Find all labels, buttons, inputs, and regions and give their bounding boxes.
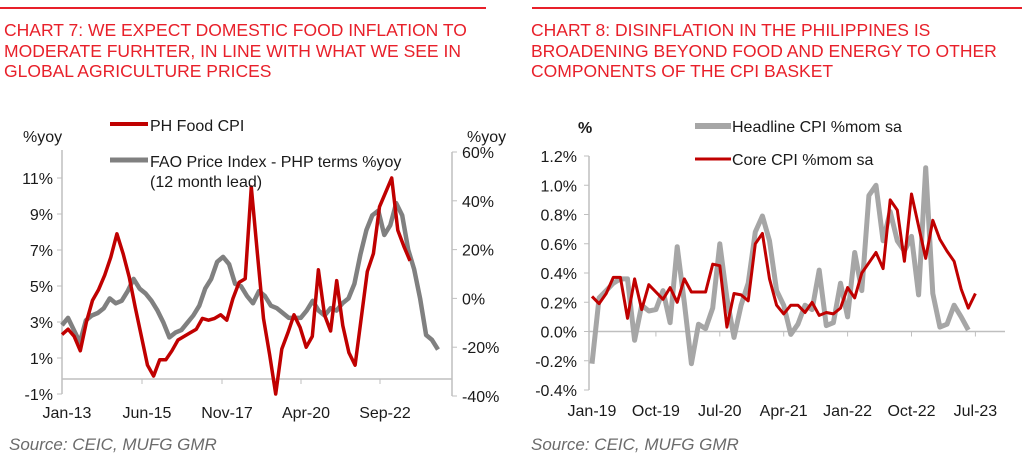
y-left-tick-label: 3% xyxy=(30,315,53,332)
x-tick-label: Apr-20 xyxy=(282,405,330,422)
y-left-tick-label: 11% xyxy=(22,171,53,188)
chart7-title: CHART 7: WE EXPECT DOMESTIC FOOD INFLATI… xyxy=(4,20,467,82)
y-axis-right-label: %yoy xyxy=(467,129,506,146)
chart7-title-line: MODERATE FURHTER, IN LINE WITH WHAT WE S… xyxy=(4,40,461,61)
legend-label-ph-food-cpi: PH Food CPI xyxy=(150,118,244,135)
x-tick-label: Nov-17 xyxy=(201,405,253,422)
chart8-title: CHART 8: DISINFLATION IN THE PHILIPPINES… xyxy=(531,20,997,82)
y-left-tick-label: 5% xyxy=(30,279,53,296)
chart8-header-rule xyxy=(532,7,1022,9)
series-line-fao-index xyxy=(60,200,440,351)
x-tick-label: Jun-15 xyxy=(123,405,172,422)
y-left-tick-label: -1% xyxy=(25,387,53,404)
y-right-tick-label: 20% xyxy=(462,243,494,260)
x-tick-label: Sep-22 xyxy=(359,405,411,422)
y-left-tick-label: 7% xyxy=(30,243,53,260)
chart7-title-line: GLOBAL AGRICULTURE PRICES xyxy=(4,61,272,81)
y-right-tick-label: 60% xyxy=(462,145,494,162)
chart7-source: Source: CEIC, MUFG GMR xyxy=(9,435,217,454)
y-right-tick-label: 40% xyxy=(462,194,494,211)
chart8-source: Source: CEIC, MUFG GMR xyxy=(531,435,739,454)
y-right-tick-label: 0% xyxy=(462,291,485,308)
y-right-tick-label: -40% xyxy=(462,389,499,406)
series-line-ph-food-cpi xyxy=(60,176,412,396)
chart8-title-line: COMPONENTS OF THE CPI BASKET xyxy=(531,61,834,81)
y-axis-left-label: %yoy xyxy=(23,129,62,146)
chart8-title-line: BROADENING BEYOND FOOD AND ENERGY TO OTH… xyxy=(531,40,997,61)
x-tick-label: Jan-13 xyxy=(43,405,92,422)
legend-label-fao-index-line2: (12 month lead) xyxy=(150,174,262,191)
legend-label-fao-index-line1: FAO Price Index - PHP terms %yoy xyxy=(150,154,401,171)
y-left-tick-label: 1% xyxy=(30,351,53,368)
chart7-header-rule xyxy=(0,7,486,9)
y-right-tick-label: -20% xyxy=(462,340,499,357)
y-left-tick-label: 9% xyxy=(30,207,53,224)
chart7-title-line: CHART 7: WE EXPECT DOMESTIC FOOD INFLATI… xyxy=(4,20,467,40)
chart8-title-line: CHART 8: DISINFLATION IN THE PHILIPPINES… xyxy=(531,20,931,40)
